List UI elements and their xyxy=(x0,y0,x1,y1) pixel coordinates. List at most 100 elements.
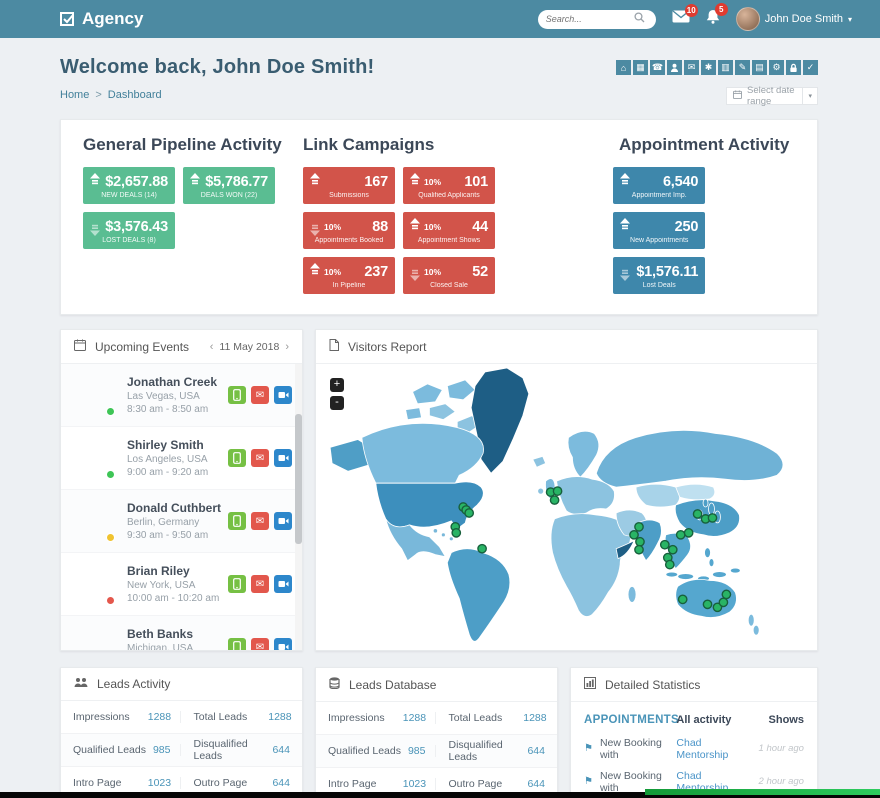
visitor-marker[interactable] xyxy=(664,559,675,570)
database-icon xyxy=(329,677,340,692)
mail-icon[interactable]: ✉ xyxy=(684,60,699,75)
col-shows[interactable]: Shows xyxy=(768,714,804,726)
notifications-button[interactable]: 5 xyxy=(706,3,728,29)
video-call-button[interactable] xyxy=(274,449,292,467)
search-box[interactable] xyxy=(537,9,656,29)
video-call-button[interactable] xyxy=(274,638,292,650)
visitor-marker[interactable] xyxy=(692,509,703,519)
email-button[interactable]: ✉ xyxy=(251,449,269,467)
visitor-marker[interactable] xyxy=(451,527,462,538)
video-call-button[interactable] xyxy=(274,386,292,404)
stat-card-new-deals[interactable]: $2,657.88 NEW DEALS (14) xyxy=(83,167,175,204)
brand[interactable]: Agency xyxy=(60,9,143,29)
leads-activity-table: Impressions 1288 Total Leads 1288 Qualifie… xyxy=(61,701,302,798)
stat-card-closed-sale[interactable]: 10% 52 Closed Sale xyxy=(403,257,495,294)
search-input[interactable] xyxy=(545,14,634,24)
breadcrumb-home[interactable]: Home xyxy=(60,89,90,101)
call-button[interactable] xyxy=(228,386,246,404)
visitor-marker[interactable] xyxy=(634,522,644,532)
stat-card-lost-deals[interactable]: $3,576.43 LOST DEALS (8) xyxy=(83,212,175,249)
user-menu[interactable]: John Doe Smith ▾ xyxy=(735,7,852,31)
card-icon[interactable]: ▥ xyxy=(718,60,733,75)
list-item[interactable]: Donald Cuthbert Berlin, Germany 9:30 am … xyxy=(61,490,302,553)
avatar xyxy=(71,498,117,544)
stat-card-appointments-booked[interactable]: 10% 88 Appointments Booked xyxy=(303,212,395,249)
email-button[interactable]: ✉ xyxy=(251,638,269,650)
list-item[interactable]: Brian Riley New York, USA 10:00 am - 10:… xyxy=(61,553,302,616)
email-button[interactable]: ✉ xyxy=(251,386,269,404)
stat-label: In Pipeline xyxy=(332,282,366,289)
events-date[interactable]: 11 May 2018 xyxy=(219,340,280,353)
zoom-out-button[interactable]: - xyxy=(330,396,344,410)
chevron-down-icon: ▾ xyxy=(802,88,817,104)
visitor-marker[interactable] xyxy=(477,543,487,554)
search-icon[interactable] xyxy=(634,10,645,28)
stat-card-in-pipeline[interactable]: 10% 237 In Pipeline xyxy=(303,257,395,294)
trend-up-icon xyxy=(310,173,320,191)
list-item[interactable]: Jonathan Creek Las Vegas, USA 8:30 am - … xyxy=(61,364,302,427)
call-button[interactable] xyxy=(228,512,246,530)
col-all-activity[interactable]: All activity xyxy=(676,714,732,726)
detailed-statistics-panel: Detailed Statistics APPOINTMENTS All act… xyxy=(570,667,818,798)
visitor-marker[interactable] xyxy=(677,594,688,605)
stat-label: Lost Deals xyxy=(642,282,676,289)
stat-card-appointment-shows[interactable]: 10% 44 Appointment Shows xyxy=(403,212,495,249)
lead-value: 985 xyxy=(403,745,437,757)
pencil-icon[interactable]: ✎ xyxy=(735,60,750,75)
activity-link[interactable]: Chad Mentorship xyxy=(676,736,729,761)
video-call-button[interactable] xyxy=(274,575,292,593)
visitor-marker[interactable] xyxy=(707,513,718,523)
chevron-right-icon[interactable]: › xyxy=(285,340,289,353)
visitor-marker[interactable] xyxy=(552,486,563,496)
visitor-marker[interactable] xyxy=(464,508,475,518)
visitor-marker[interactable] xyxy=(702,599,713,610)
email-button[interactable]: ✉ xyxy=(251,512,269,530)
file-icon[interactable]: ▤ xyxy=(752,60,767,75)
lock-icon[interactable] xyxy=(786,60,801,75)
visitor-marker[interactable] xyxy=(718,597,729,608)
calendar-icon[interactable]: ▦ xyxy=(633,60,648,75)
phone-icon[interactable]: ☎ xyxy=(650,60,665,75)
visitor-marker[interactable] xyxy=(634,544,644,555)
zoom-in-button[interactable]: + xyxy=(330,378,344,392)
stat-card-new-appointments[interactable]: 250 New Appointments xyxy=(613,212,706,249)
email-button[interactable]: ✉ xyxy=(251,575,269,593)
breadcrumb-current: Dashboard xyxy=(107,89,162,101)
visitor-marker[interactable] xyxy=(659,539,670,550)
trend-up-icon xyxy=(620,218,631,236)
panel-title: Visitors Report xyxy=(348,339,427,354)
stat-label: DEALS WON (22) xyxy=(200,192,258,199)
world-map[interactable]: + - xyxy=(316,364,817,652)
visitor-marker[interactable] xyxy=(675,529,686,540)
lead-value: 1023 xyxy=(403,778,437,790)
visitor-marker[interactable] xyxy=(549,495,560,505)
video-call-button[interactable] xyxy=(274,512,292,530)
visitor-marker[interactable] xyxy=(721,589,732,600)
visitor-marker[interactable] xyxy=(635,536,645,547)
visitor-marker[interactable] xyxy=(667,544,678,555)
stat-card-qualified-applicants[interactable]: 10% 101 Qualified Applicants xyxy=(403,167,495,204)
call-button[interactable] xyxy=(228,638,246,650)
scrollbar-track[interactable] xyxy=(295,364,302,650)
stat-value: 237 xyxy=(364,264,388,280)
stat-card-appointment-imp[interactable]: 6,540 Appointment Imp. xyxy=(613,167,706,204)
gear-icon[interactable]: ⚙ xyxy=(769,60,784,75)
scrollbar-thumb[interactable] xyxy=(295,414,302,544)
lead-value: 644 xyxy=(272,777,290,789)
stat-card-lost-deals-blue[interactable]: $1,576.11 Lost Deals xyxy=(613,257,706,294)
star-icon[interactable]: ✱ xyxy=(701,60,716,75)
call-button[interactable] xyxy=(228,575,246,593)
messages-button[interactable]: 10 xyxy=(672,4,698,28)
list-item[interactable]: Shirley Smith Los Angeles, USA 9:00 am -… xyxy=(61,427,302,490)
call-button[interactable] xyxy=(228,449,246,467)
chevron-left-icon[interactable]: ‹ xyxy=(209,340,214,353)
visitor-marker[interactable] xyxy=(683,527,694,538)
home-icon[interactable]: ⌂ xyxy=(616,60,631,75)
stat-card-submissions[interactable]: 167 Submissions xyxy=(303,167,395,204)
date-range-select[interactable]: Select date range ▾ xyxy=(726,85,818,107)
user-icon[interactable] xyxy=(667,60,682,75)
list-item[interactable]: Beth Banks Michigan, USA 2:20 pm - 2:50 … xyxy=(61,616,302,650)
check-icon[interactable]: ✓ xyxy=(803,60,818,75)
stat-card-deals-won[interactable]: $5,786.77 DEALS WON (22) xyxy=(183,167,275,204)
visitor-marker[interactable] xyxy=(629,529,639,540)
